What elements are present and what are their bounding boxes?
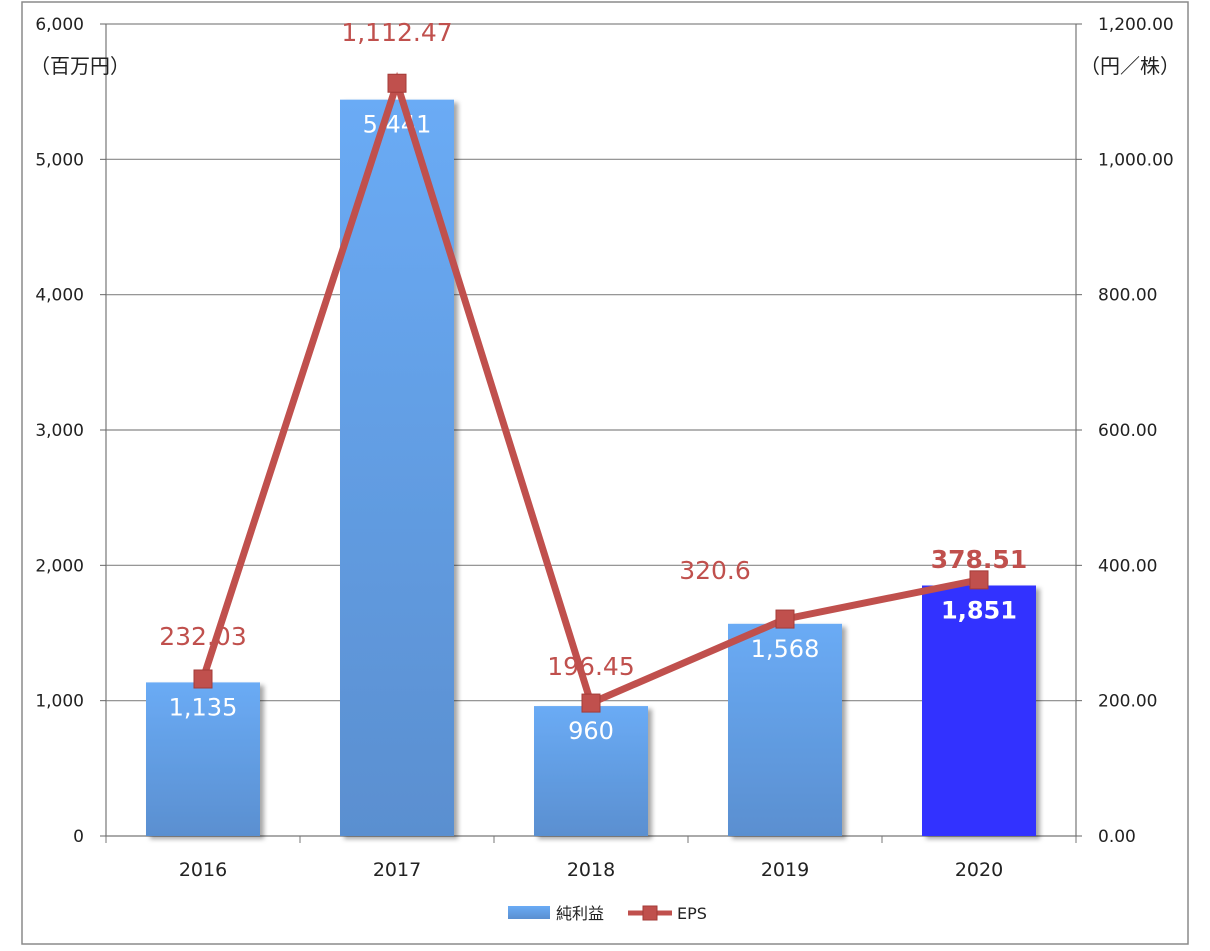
eps-markers bbox=[193, 73, 989, 713]
eps-line-series bbox=[199, 71, 980, 708]
gridlines bbox=[106, 23, 1076, 702]
legend-label-line: EPS bbox=[677, 904, 707, 923]
bar-value-labels: 1,135 5,441 960 1,568 1,851 bbox=[169, 111, 1017, 745]
eps-line bbox=[199, 71, 980, 708]
bar-series bbox=[146, 99, 1036, 836]
legend-swatch-marker bbox=[642, 905, 658, 921]
left-tick-label: 3,000 bbox=[35, 421, 84, 441]
legend: 純利益 EPS bbox=[508, 904, 707, 923]
left-tick-label: 5,000 bbox=[35, 150, 84, 170]
right-tick-label: 400.00 bbox=[1098, 556, 1157, 576]
bar-label-2016: 1,135 bbox=[169, 693, 238, 721]
left-tick-label: 6,000 bbox=[35, 15, 84, 35]
legend-swatch-bar bbox=[508, 906, 550, 919]
right-axis-ticks: 0.00 200.00 400.00 600.00 800.00 1,000.00 1,20… bbox=[1076, 15, 1174, 847]
right-tick-label: 200.00 bbox=[1098, 692, 1157, 712]
bar-2020 bbox=[922, 585, 1036, 836]
eps-value-labels: 232.03 1,112.47 196.45 320.6 378.51 bbox=[159, 18, 1027, 681]
bar-label-2018: 960 bbox=[568, 717, 614, 745]
left-tick-label: 0 bbox=[73, 827, 84, 847]
eps-marker-2016 bbox=[193, 669, 213, 689]
left-axis-unit: （百万円） bbox=[30, 54, 130, 78]
right-tick-label: 800.00 bbox=[1098, 286, 1157, 306]
category-label-2019: 2019 bbox=[761, 859, 809, 881]
bar-label-2020: 1,851 bbox=[941, 596, 1017, 624]
right-axis-unit: （円／株） bbox=[1080, 54, 1180, 78]
eps-marker-2018 bbox=[581, 693, 601, 713]
eps-marker-2020 bbox=[969, 570, 989, 590]
eps-label-2016: 232.03 bbox=[159, 622, 246, 651]
left-axis-ticks: 0 1,000 2,000 3,000 4,000 5,000 6,000 bbox=[35, 15, 106, 847]
chart-border bbox=[21, 1, 1189, 945]
eps-label-2020: 378.51 bbox=[931, 545, 1027, 574]
eps-marker-2019 bbox=[775, 609, 795, 629]
bar-label-2017: 5,441 bbox=[363, 111, 432, 139]
category-label-2020: 2020 bbox=[955, 859, 1003, 881]
eps-label-2018: 196.45 bbox=[547, 652, 634, 681]
left-tick-label: 4,000 bbox=[35, 286, 84, 306]
legend-label-bar: 純利益 bbox=[556, 904, 604, 923]
bar-2016 bbox=[146, 682, 260, 836]
category-labels: 2016 2017 2018 2019 2020 bbox=[179, 859, 1003, 881]
left-tick-label: 2,000 bbox=[35, 556, 84, 576]
bar-2017 bbox=[340, 99, 454, 836]
bar-label-2019: 1,568 bbox=[751, 635, 820, 663]
category-label-2016: 2016 bbox=[179, 859, 227, 881]
bar-2018 bbox=[534, 706, 648, 836]
right-tick-label: 1,000.00 bbox=[1098, 150, 1174, 170]
category-label-2017: 2017 bbox=[373, 859, 421, 881]
bar-2019 bbox=[728, 623, 842, 836]
right-tick-label: 0.00 bbox=[1098, 827, 1136, 847]
right-tick-label: 600.00 bbox=[1098, 421, 1157, 441]
left-tick-label: 1,000 bbox=[35, 692, 84, 712]
eps-label-2019: 320.6 bbox=[679, 556, 751, 585]
category-label-2018: 2018 bbox=[567, 859, 615, 881]
eps-marker-2017 bbox=[387, 73, 407, 93]
right-tick-label: 1,200.00 bbox=[1098, 15, 1174, 35]
eps-label-2017: 1,112.47 bbox=[341, 18, 452, 47]
